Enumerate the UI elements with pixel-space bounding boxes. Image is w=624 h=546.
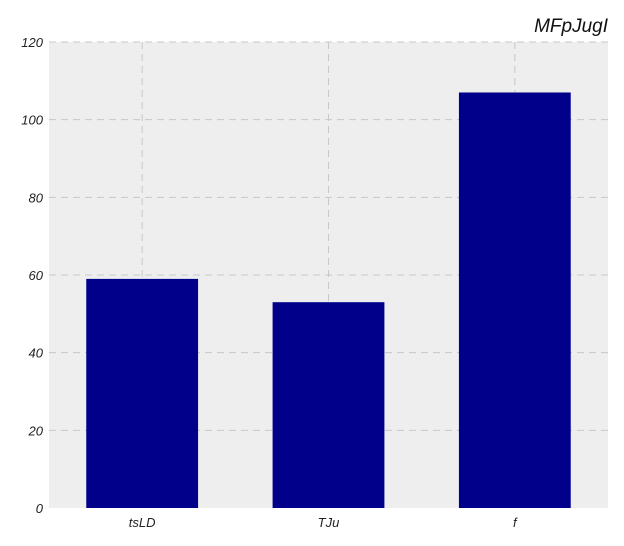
bars-layer bbox=[86, 92, 571, 508]
y-tick-label: 120 bbox=[21, 35, 43, 50]
y-tick-label: 0 bbox=[36, 501, 44, 516]
bar-f bbox=[458, 92, 571, 508]
bar-TJu bbox=[272, 302, 385, 508]
x-tick-label: f bbox=[513, 515, 518, 530]
bar-tsLD bbox=[86, 278, 199, 508]
y-axis-ticks: 0 20 40 60 80 100 120 bbox=[21, 35, 43, 516]
y-tick-label: 20 bbox=[28, 423, 44, 438]
y-tick-label: 40 bbox=[29, 346, 44, 361]
chart-title: MFpJugI bbox=[534, 16, 609, 37]
x-tick-label: tsLD bbox=[129, 515, 156, 530]
y-tick-label: 80 bbox=[29, 190, 44, 205]
y-tick-label: 60 bbox=[29, 268, 44, 283]
y-tick-label: 100 bbox=[21, 113, 43, 128]
x-tick-label: TJu bbox=[318, 515, 340, 530]
x-axis-ticks: tsLD TJu f bbox=[129, 515, 518, 530]
